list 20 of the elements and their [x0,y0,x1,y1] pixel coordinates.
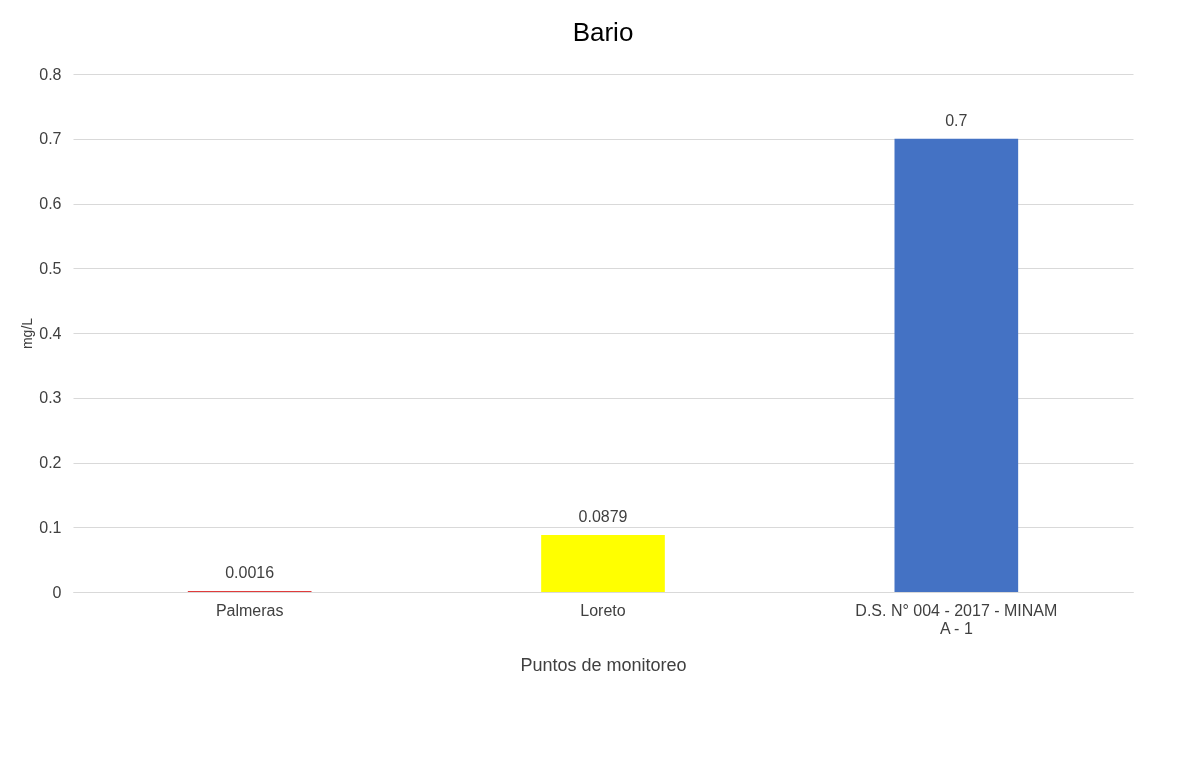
y-tick-label: 0 [52,583,62,601]
bar [894,138,1019,592]
y-axis-title: mg/L [19,317,36,350]
data-label: 0.7 [945,111,968,129]
y-tick-label: 0.6 [39,195,62,212]
y-tick-label: 0.4 [39,324,62,342]
data-label: 0.0879 [578,508,628,526]
y-tick-label: 0.1 [39,518,62,536]
bar [541,535,665,592]
x-tick-label: Loreto [580,601,626,619]
x-axis-title: Puntos de monitoreo [520,654,687,675]
y-tick-label: 0.8 [39,65,62,83]
y-tick-label: 0.7 [39,130,62,148]
chart-title: Bario [572,17,634,47]
x-tick-label: D.S. N° 004 - 2017 - MINAM A - 1 [855,601,1058,637]
y-tick-label: 0.3 [39,389,62,407]
data-label: 0.0016 [225,563,275,581]
y-tick-label: 0.2 [39,454,62,471]
y-tick-label: 0.5 [39,259,62,277]
x-tick-label: Palmeras [215,601,284,619]
